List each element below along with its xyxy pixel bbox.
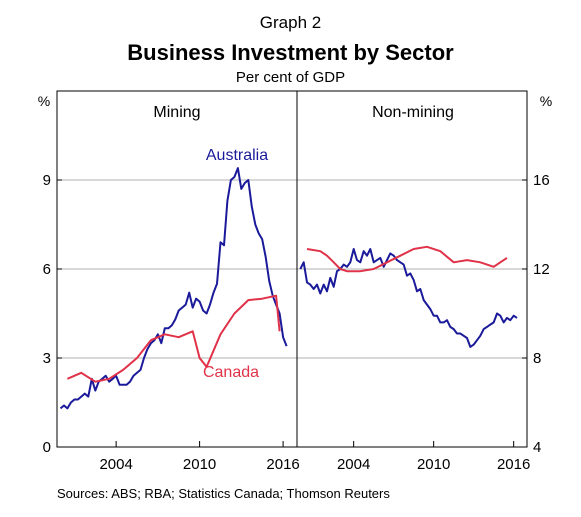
series-lines	[59, 167, 518, 410]
non-mining-y-tick-label: 16	[533, 172, 550, 189]
mining-australia-line	[59, 167, 288, 410]
mining-y-tick-label: 0	[43, 439, 51, 456]
chart-subtitle: Per cent of GDP	[236, 69, 345, 86]
graph-label: Graph 2	[260, 13, 321, 32]
source-note: Sources: ABS; RBA; Statistics Canada; Th…	[57, 486, 390, 501]
australia-series-label: Australia	[206, 147, 268, 164]
left-y-unit: %	[38, 93, 50, 109]
non-mining-australia-line	[299, 248, 518, 348]
grid-lines	[57, 179, 527, 359]
right-y-unit: %	[540, 93, 552, 109]
chart-title: Business Investment by Sector	[127, 40, 454, 65]
mining-x-tick-label: 2016	[266, 456, 299, 473]
non-mining-x-tick-label: 2016	[497, 456, 530, 473]
panel-title-non-mining: Non-mining	[372, 104, 454, 121]
mining-y-tick-label: 9	[43, 172, 51, 189]
panel-title-mining: Mining	[153, 104, 200, 121]
non-mining-canada-line	[306, 245, 508, 273]
canada-series-label: Canada	[203, 364, 259, 381]
mining-x-tick-label: 2010	[183, 456, 216, 473]
plot-frame	[56, 90, 528, 448]
non-mining-y-tick-label: 12	[533, 261, 550, 278]
non-mining-x-tick-label: 2010	[417, 456, 450, 473]
mining-x-tick-label: 2004	[99, 456, 132, 473]
mining-canada-line	[67, 294, 281, 383]
non-mining-y-tick-label: 8	[533, 350, 541, 367]
non-mining-y-tick-label: 4	[533, 439, 541, 456]
mining-y-tick-label: 6	[43, 261, 51, 278]
mining-y-tick-label: 3	[43, 350, 51, 367]
non-mining-x-tick-label: 2004	[337, 456, 370, 473]
